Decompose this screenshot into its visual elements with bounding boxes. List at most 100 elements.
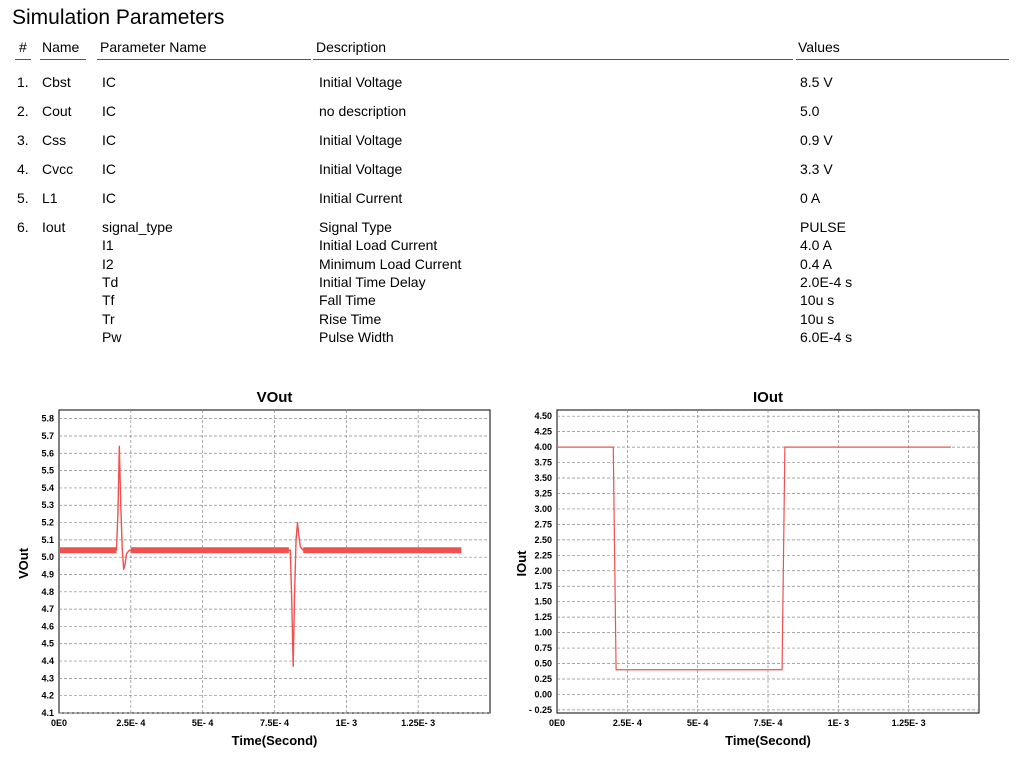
iout-y-tick-label: 3.75: [534, 458, 552, 468]
component-name: Cout: [42, 103, 72, 119]
vout-y-tick-label: 4.9: [41, 569, 54, 579]
vout-y-tick-label: 4.7: [41, 604, 54, 614]
iout-x-tick-label: 5E- 4: [687, 718, 709, 728]
iout-x-tick-label: 1.25E- 3: [892, 718, 926, 728]
parameter-value: 0.4 A: [800, 255, 832, 272]
parameter-description: Fall Time: [319, 292, 376, 309]
iout-y-tick-label: 4.50: [534, 411, 552, 421]
header-number: #: [19, 39, 27, 55]
row-number: 6.: [17, 219, 29, 235]
parameter-name: signal_type: [102, 219, 173, 235]
header-parameter-name: Parameter Name: [100, 39, 207, 55]
vout-y-tick-label: 5.4: [41, 483, 54, 493]
parameter-description: Initial Current: [319, 190, 403, 206]
iout-y-tick-label: 3.25: [534, 488, 552, 498]
iout-x-tick-label: 2.5E- 4: [613, 718, 642, 728]
vout-y-tick-label: 4.5: [41, 639, 54, 649]
component-name: Cvcc: [42, 161, 74, 177]
iout-y-tick-label: 2.00: [534, 566, 552, 576]
vout-y-tick-label: 5.8: [41, 414, 54, 424]
parameter-name: Tf: [102, 292, 115, 309]
row-number: 5.: [17, 190, 29, 206]
parameter-name: Tr: [102, 310, 115, 327]
iout-y-tick-label: 2.50: [534, 535, 552, 545]
row-number: 2.: [17, 103, 29, 119]
parameter-description: Initial Time Delay: [319, 273, 426, 290]
component-name: Cbst: [42, 74, 71, 90]
header-values: Values: [798, 39, 840, 55]
vout-x-tick-label: 1.25E- 3: [401, 718, 435, 728]
parameter-name: IC: [102, 132, 116, 148]
iout-x-tick-label: 7.5E- 4: [753, 718, 782, 728]
iout-y-tick-label: 1.50: [534, 597, 552, 607]
iout-y-tick-label: 1.25: [534, 612, 552, 622]
vout-chart-title: VOut: [257, 389, 293, 406]
vout-y-tick-label: 5.0: [41, 552, 54, 562]
iout-y-tick-label: 1.00: [534, 628, 552, 638]
parameter-description: Initial Voltage: [319, 161, 403, 177]
iout-y-tick-label: 2.75: [534, 519, 552, 529]
iout-y-tick-label: 0.25: [534, 674, 552, 684]
parameter-description: Initial Load Current: [319, 237, 438, 254]
vout-y-tick-label: 5.5: [41, 466, 54, 476]
vout-y-tick-label: 4.3: [41, 673, 54, 683]
component-name: Css: [42, 132, 67, 148]
header-name: Name: [42, 39, 80, 55]
vout-y-tick-label: 4.1: [41, 708, 54, 718]
iout-y-tick-label: 3.00: [534, 504, 552, 514]
iout-x-axis-label: Time(Second): [725, 733, 811, 748]
vout-x-tick-label: 7.5E- 4: [260, 718, 289, 728]
iout-plot-area: [556, 409, 980, 714]
iout-y-axis-label: IOut: [514, 550, 529, 577]
iout-y-tick-label: 0.50: [534, 659, 552, 669]
parameter-value: PULSE: [800, 219, 846, 235]
vout-y-tick-label: 5.1: [41, 535, 54, 545]
iout-y-tick-label: 0.00: [534, 689, 552, 699]
page-title: Simulation Parameters: [12, 6, 225, 29]
vout-y-tick-label: 5.7: [41, 431, 54, 441]
iout-y-tick-label: 4.00: [534, 442, 552, 452]
vout-y-tick-label: 4.6: [41, 621, 54, 631]
component-name: L1: [42, 190, 58, 206]
iout-y-tick-label: 1.75: [534, 581, 552, 591]
iout-x-tick-label: 1E- 3: [828, 718, 850, 728]
vout-plot-area: [58, 409, 491, 714]
vout-x-tick-label: 5E- 4: [192, 718, 214, 728]
parameter-description: Rise Time: [319, 310, 382, 327]
parameter-name: I1: [102, 237, 114, 254]
iout-y-tick-label: 3.50: [534, 473, 552, 483]
component-name: Iout: [42, 219, 66, 235]
vout-x-tick-label: 1E- 3: [336, 718, 358, 728]
iout-x-tick-label: 0E0: [549, 718, 565, 728]
parameter-description: Minimum Load Current: [319, 255, 462, 272]
parameter-value: 0.9 V: [800, 132, 833, 148]
iout-y-tick-label: 0.75: [534, 643, 552, 653]
parameter-name: IC: [102, 74, 116, 90]
parameter-description: Initial Voltage: [319, 74, 403, 90]
vout-y-tick-label: 5.2: [41, 518, 54, 528]
vout-y-tick-label: 4.8: [41, 587, 54, 597]
parameter-value: 0 A: [800, 190, 821, 206]
parameter-value: 5.0: [800, 103, 820, 119]
iout-chart-title: IOut: [753, 389, 783, 406]
row-number: 4.: [17, 161, 29, 177]
parameter-value: 3.3 V: [800, 161, 833, 177]
parameter-name: IC: [102, 190, 116, 206]
parameter-value: 10u s: [800, 310, 835, 327]
vout-y-axis-label: VOut: [16, 547, 31, 579]
iout-y-tick-label: 4.25: [534, 427, 552, 437]
vout-y-tick-label: 5.6: [41, 448, 54, 458]
parameter-name: Td: [102, 273, 119, 290]
vout-series-line: [59, 445, 462, 667]
parameter-name: Pw: [102, 328, 122, 345]
parameter-value: 10u s: [800, 292, 835, 309]
vout-y-tick-label: 4.4: [41, 656, 54, 666]
parameter-value: 8.5 V: [800, 74, 833, 90]
parameter-name: IC: [102, 161, 116, 177]
parameter-description: Initial Voltage: [319, 132, 403, 148]
parameter-description: Pulse Width: [319, 328, 394, 345]
parameter-value: 2.0E-4 s: [800, 273, 853, 290]
row-number: 1.: [17, 74, 29, 90]
parameter-description: Signal Type: [319, 219, 392, 235]
